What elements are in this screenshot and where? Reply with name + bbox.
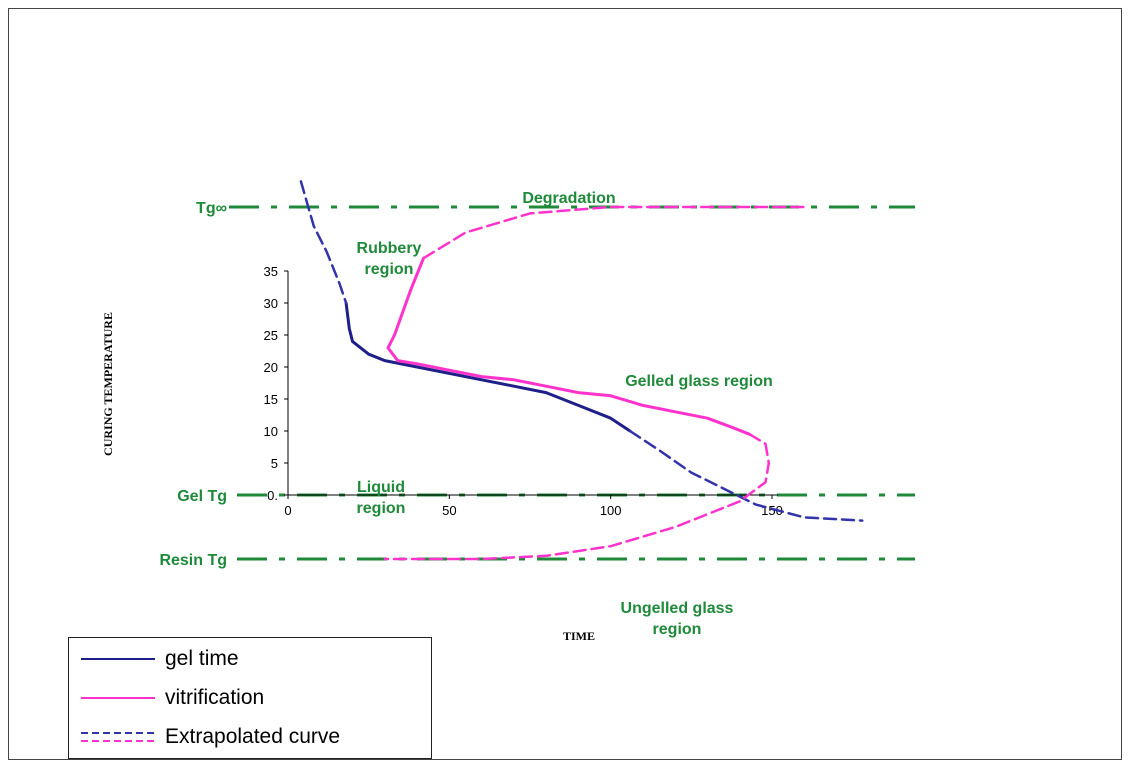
region-label-3: Gelled glass region: [625, 373, 773, 390]
reference-label-2: Gel Tg: [177, 488, 227, 505]
legend-swatch-gel-time: [79, 652, 157, 666]
legend: gel time vitrification Extrapolated curv…: [68, 637, 432, 759]
legend-swatch-graphic: [81, 697, 155, 699]
y-tick-label: 20: [264, 360, 278, 375]
x-axis-title: TIME: [563, 629, 595, 643]
series-gel-time-line-0-0: [344, 301, 632, 433]
y-tick-label: 0.: [267, 488, 278, 503]
series-extrapolated-curve-line-3-1: [383, 432, 771, 561]
x-tick-label: 50: [442, 503, 456, 518]
chart-frame: Tg∞ Gel Tg Resin Tg 35 30 25 20 15 10 5 0. 0 50 100 15…: [8, 8, 1122, 760]
y-axis-title: CURING TEMPERATURE: [101, 312, 115, 456]
series-extrapolated-curve-line-2-0: [299, 180, 348, 305]
region-label-4: Liquid region: [357, 479, 406, 517]
y-tick-label: 5: [271, 456, 278, 471]
legend-item-extrapolated: Extrapolated curve: [79, 722, 340, 752]
legend-label-extrapolated: Extrapolated curve: [165, 725, 341, 748]
x-tick-label: 0: [284, 503, 291, 518]
region-label-5: Ungelled glass region: [621, 600, 734, 638]
legend-label-vitrification: vitrification: [165, 686, 265, 709]
y-tick-label: 15: [264, 392, 278, 407]
y-tick-label: 30: [264, 296, 278, 311]
legend-swatch-extrapolated: [79, 730, 157, 744]
legend-swatch-vitrification: [79, 691, 157, 705]
reference-label-3: Resin Tg: [159, 552, 227, 569]
legend-item-gel-time: gel time: [79, 644, 239, 674]
series-extrapolated-curve-line-3-0: [422, 205, 806, 260]
reference-label-1: Tg∞: [196, 200, 227, 217]
series-extrapolated-curve-line-2-1: [628, 429, 864, 522]
y-tick-label: 10: [264, 424, 278, 439]
region-label-1: Degradation: [522, 190, 615, 207]
region-label-2: Rubbery region: [357, 240, 422, 278]
legend-item-vitrification: vitrification: [79, 683, 264, 713]
y-tick-label: 25: [264, 328, 278, 343]
y-tick-label: 35: [264, 264, 278, 279]
x-tick-label: 100: [600, 503, 622, 518]
legend-label-gel-time: gel time: [165, 647, 239, 670]
legend-swatch-graphic: [81, 658, 155, 660]
legend-swatch-graphic: [81, 732, 155, 742]
series-vitrification-line-1-0: [386, 256, 751, 436]
